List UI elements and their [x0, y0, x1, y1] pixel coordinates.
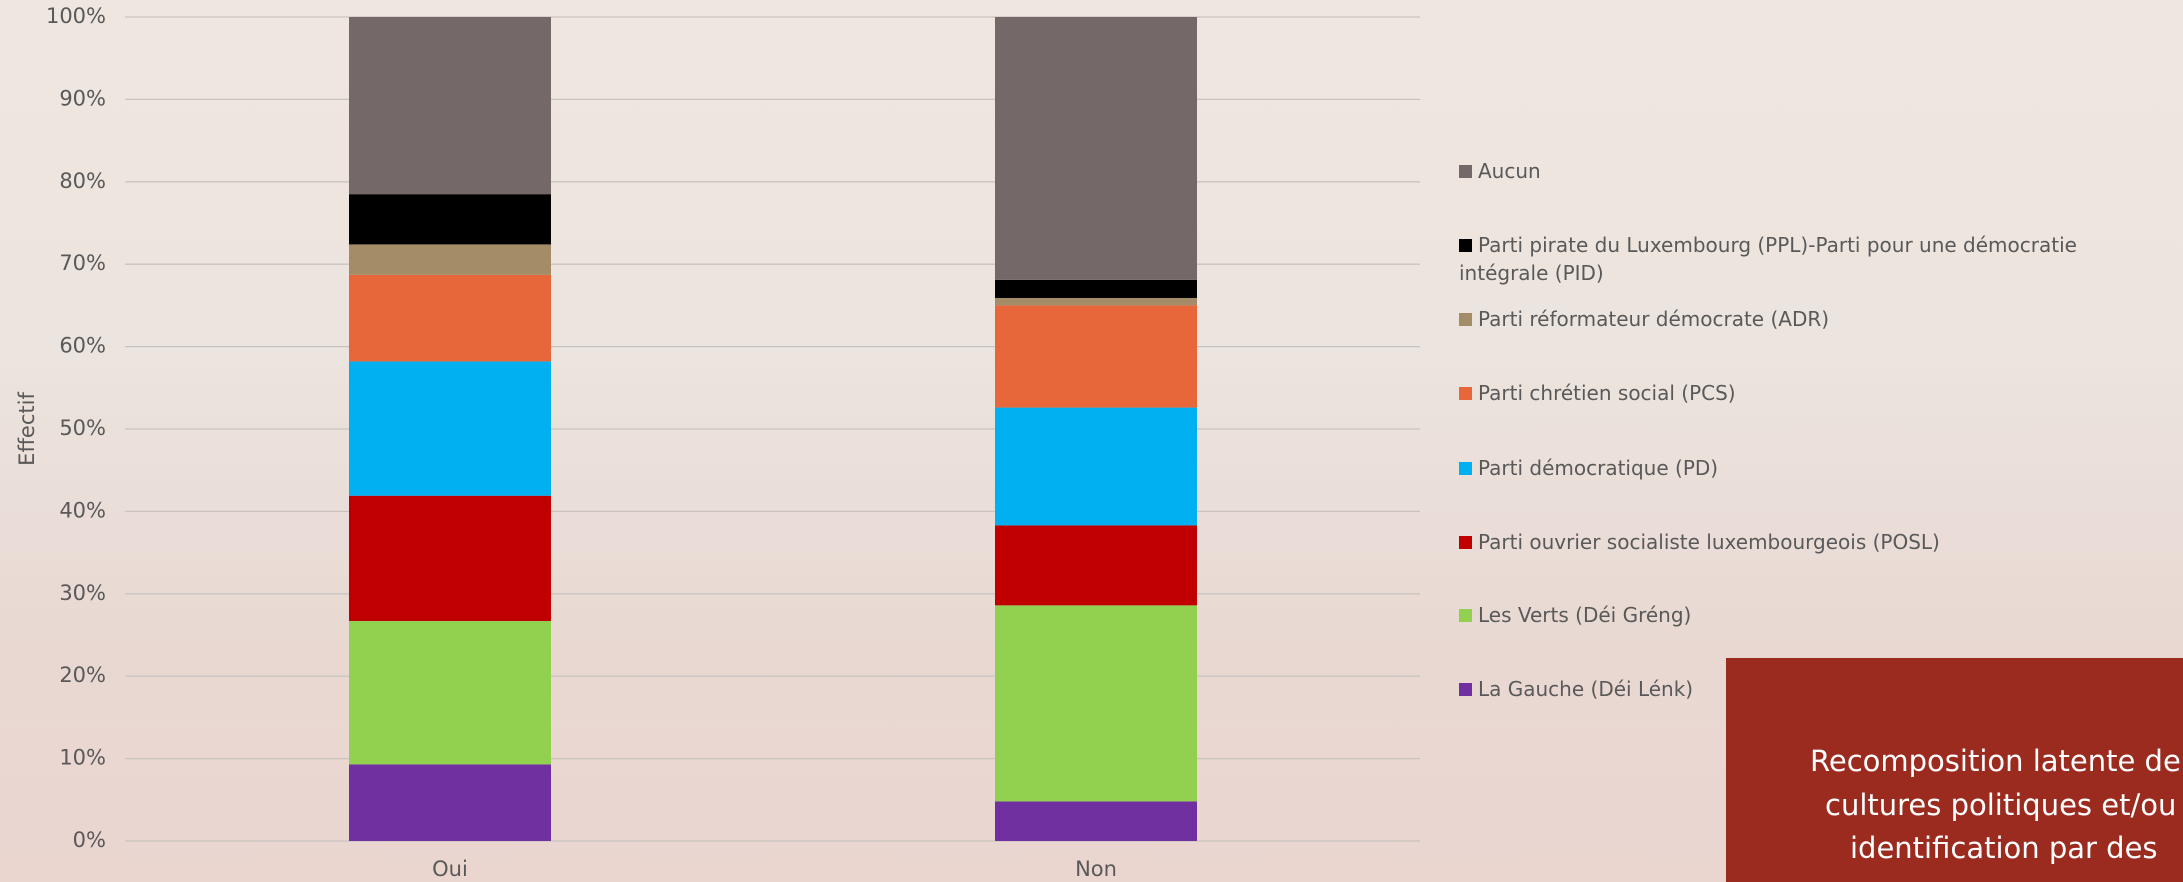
note-line: identification par des: [1850, 831, 2158, 865]
bar-segment: [995, 605, 1197, 802]
y-tick-label: 40%: [59, 498, 106, 522]
bar-segment: [995, 17, 1197, 280]
legend-swatch: [1459, 239, 1472, 252]
bar-segment: [995, 525, 1197, 606]
legend-label: Les Verts (Déi Gréng): [1478, 603, 1692, 627]
legend-item: Parti ouvrier socialiste luxembourgeois …: [1459, 528, 2159, 556]
legend-swatch: [1459, 536, 1472, 549]
bar-segment: [995, 305, 1197, 408]
bar-segment: [349, 194, 551, 245]
y-tick-label: 0%: [73, 828, 106, 852]
legend-swatch: [1459, 462, 1472, 475]
legend-label: Parti pirate du Luxembourg (PPL)-Parti p…: [1459, 233, 2077, 285]
y-tick-label: 10%: [59, 746, 106, 770]
y-tick-label: 70%: [59, 251, 106, 275]
bar-segment: [349, 17, 551, 195]
legend-label: Parti démocratique (PD): [1478, 456, 1719, 480]
bar-segment: [349, 361, 551, 496]
legend-swatch: [1459, 387, 1472, 400]
bar-segment: [995, 297, 1197, 306]
legend-swatch: [1459, 313, 1472, 326]
legend-label: Parti ouvrier socialiste luxembourgeois …: [1478, 530, 1940, 554]
y-tick-label: 30%: [59, 581, 106, 605]
legend-label: Parti chrétien social (PCS): [1478, 381, 1736, 405]
legend-item: Parti démocratique (PD): [1459, 454, 2159, 482]
legend-swatch: [1459, 609, 1472, 622]
legend-swatch: [1459, 683, 1472, 696]
bar-segment: [349, 244, 551, 275]
legend-item: Aucun: [1459, 157, 2159, 185]
bar-segment: [349, 620, 551, 765]
bar-segment: [349, 764, 551, 841]
legend-item: La Gauche (Déi Lénk): [1459, 675, 2159, 703]
bar-segment: [349, 495, 551, 621]
legend-item: Parti pirate du Luxembourg (PPL)-Parti p…: [1459, 231, 2159, 287]
note-line: Recomposition latente de: [1810, 744, 2181, 778]
y-tick-label: 20%: [59, 663, 106, 687]
bar-segment: [995, 407, 1197, 526]
y-tick-label: 50%: [59, 416, 106, 440]
x-tick-label: Non: [1075, 857, 1117, 881]
note-line: cultures politiques et/ou: [1825, 788, 2177, 822]
bar-segment: [995, 279, 1197, 298]
bar-segment: [995, 801, 1197, 841]
y-tick-label: 80%: [59, 169, 106, 193]
legend-item: Parti réformateur démocrate (ADR): [1459, 305, 2159, 333]
legend-item: Les Verts (Déi Gréng): [1459, 601, 2159, 629]
bar-segment: [349, 274, 551, 362]
legend-item: Parti chrétien social (PCS): [1459, 379, 2159, 407]
x-tick-label: Oui: [432, 857, 468, 881]
y-axis-label: Effectif: [15, 392, 39, 466]
legend-swatch: [1459, 165, 1472, 178]
note-box: Recomposition latente de cultures politi…: [1726, 658, 2183, 882]
y-tick-label: 90%: [59, 86, 106, 110]
legend-label: Parti réformateur démocrate (ADR): [1478, 307, 1830, 331]
y-tick-label: 100%: [46, 4, 106, 28]
legend-label: La Gauche (Déi Lénk): [1478, 677, 1694, 701]
y-tick-label: 60%: [59, 334, 106, 358]
legend-label: Aucun: [1478, 159, 1541, 183]
